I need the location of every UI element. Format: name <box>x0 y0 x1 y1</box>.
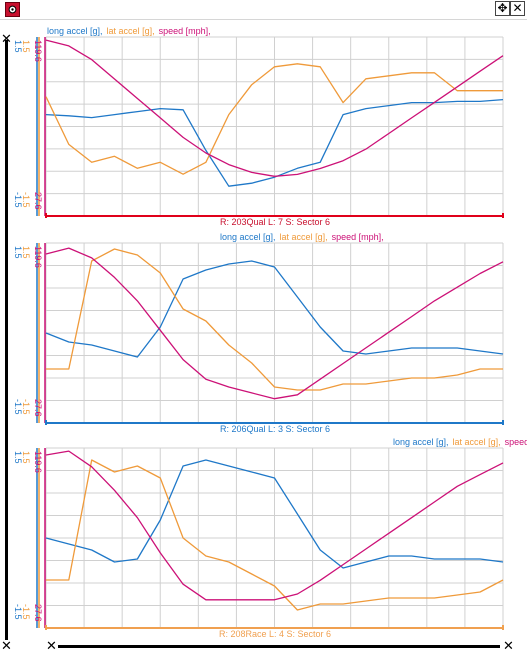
lat-accel-axis-min: -1.5 <box>21 604 31 620</box>
close-icon[interactable]: ✕ <box>510 1 525 16</box>
legend: long accel [g], lat accel [g], speed [mph]… <box>220 232 388 242</box>
vertical-cursor[interactable] <box>5 40 8 640</box>
horizontal-cursor[interactable] <box>58 645 500 648</box>
speed-axis-max: 119.6 <box>33 40 43 62</box>
speed-line <box>45 247 504 400</box>
lat-accel-line <box>46 248 503 391</box>
legend-speed: speed <box>504 437 527 447</box>
lat-accel-axis-max: 1.5 <box>21 246 31 259</box>
legend-speed: speed [mph], <box>331 232 384 242</box>
legend-long-accel: long accel [g], <box>393 437 449 447</box>
legend-long-accel: long accel [g], <box>47 26 103 36</box>
lat-accel-line <box>46 459 504 611</box>
legend-speed: speed [mph], <box>158 26 211 36</box>
speed-axis-min: 27.6 <box>33 192 43 210</box>
legend-lat-accel: lat accel [g], <box>279 232 328 242</box>
lat-accel-axis-max: 1.5 <box>21 40 31 53</box>
legend-lat-accel: lat accel [g], <box>106 26 155 36</box>
legend: long accel [g], lat accel [g], speed <box>393 437 527 447</box>
long-accel-line <box>45 98 504 187</box>
speed-line <box>45 39 504 177</box>
long-accel-line <box>45 459 504 569</box>
cursor-close-icon[interactable]: ✕ <box>1 639 12 654</box>
run-label: R: 208Race L: 4 S: Sector 6 <box>218 629 332 639</box>
speed-axis-max: 119.6 <box>33 246 43 268</box>
long-accel-line <box>45 260 504 358</box>
title-separator <box>0 19 527 20</box>
lat-accel-line <box>45 63 503 175</box>
move-icon[interactable]: ✥ <box>495 1 510 16</box>
lat-accel-axis-min: -1.5 <box>21 192 31 208</box>
run-label: R: 206Qual L: 3 S: Sector 6 <box>219 424 331 434</box>
speed-axis-min: 27.6 <box>33 399 43 417</box>
speed-axis-min: 27.6 <box>33 604 43 622</box>
cursor-close-icon[interactable]: ✕ <box>1 32 12 47</box>
cursor-close-icon[interactable]: ✕ <box>503 639 514 654</box>
lat-accel-axis-min: -1.5 <box>21 399 31 415</box>
title-bar: ✥ ✕ <box>0 0 527 19</box>
legend: long accel [g], lat accel [g], speed [mph]… <box>47 26 215 36</box>
gear-icon[interactable] <box>5 2 20 17</box>
run-label: R: 203Qual L: 7 S: Sector 6 <box>219 217 331 227</box>
legend-long-accel: long accel [g], <box>220 232 276 242</box>
legend-lat-accel: lat accel [g], <box>452 437 501 447</box>
speed-axis-max: 119.6 <box>33 451 43 473</box>
lat-accel-axis-max: 1.5 <box>21 451 31 464</box>
cursor-close-icon[interactable]: ✕ <box>46 639 57 654</box>
speed-line <box>45 450 504 601</box>
